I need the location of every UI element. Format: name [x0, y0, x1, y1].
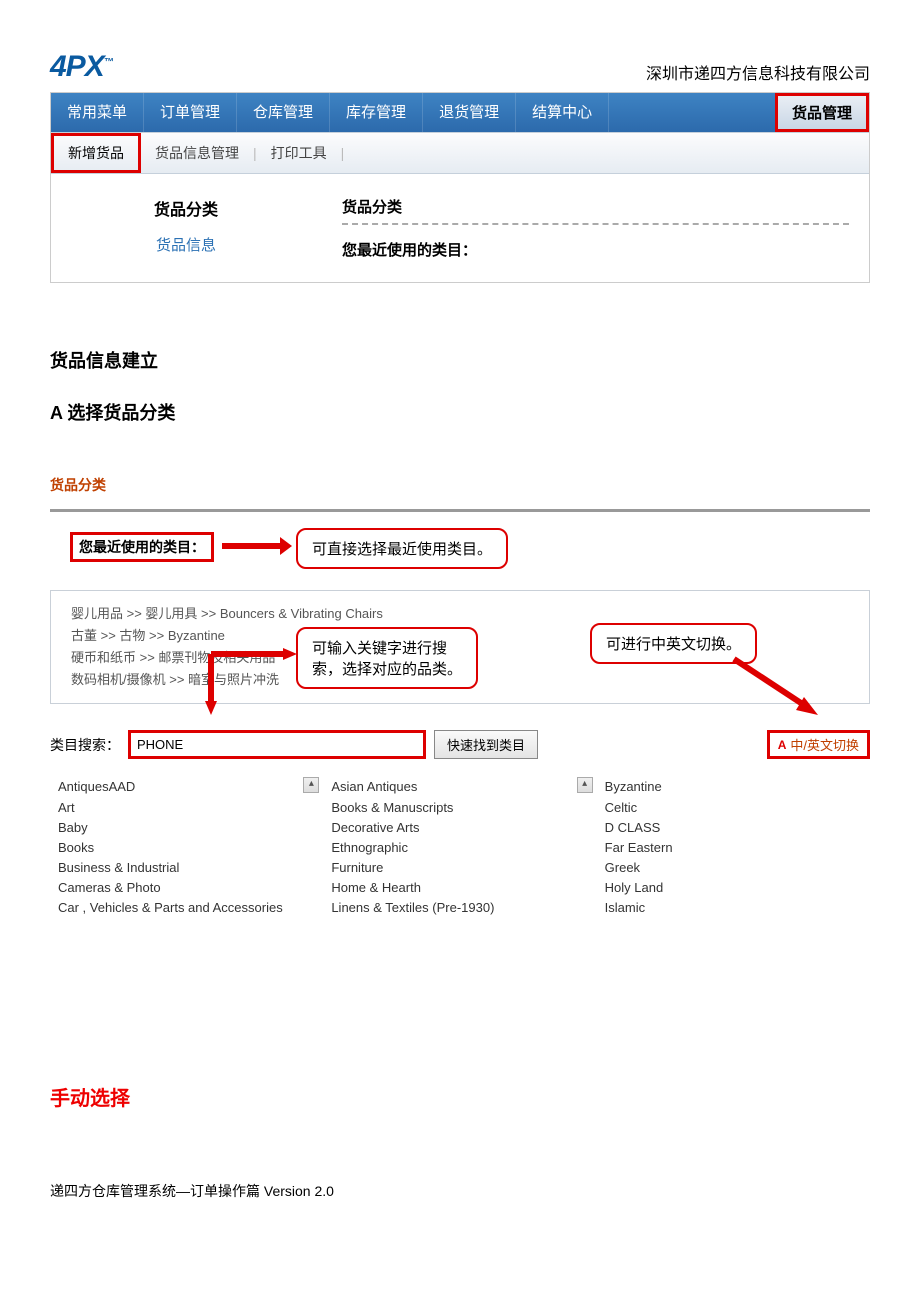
- list-item[interactable]: Linens & Textiles (Pre-1930): [331, 898, 588, 918]
- list-item[interactable]: Home & Hearth: [331, 878, 588, 898]
- list-item[interactable]: Asian Antiques: [331, 777, 588, 797]
- list-item[interactable]: Greek: [605, 858, 862, 878]
- category-panel: 货品分类 您最近使用的类目： 可直接选择最近使用类目。 婴儿用品 >> 婴儿用具…: [50, 475, 870, 922]
- list-item[interactable]: Baby: [58, 818, 315, 838]
- category-columns: ▴ AntiquesAAD Art Baby Books Business & …: [50, 773, 870, 922]
- callout-search: 可输入关键字进行搜 索，选择对应的品类。: [296, 627, 478, 689]
- nav-common[interactable]: 常用菜单: [51, 93, 144, 132]
- category-col-2: ▴ Asian Antiques Books & Manuscripts Dec…: [323, 773, 596, 922]
- company-name: 深圳市递四方信息科技有限公司: [646, 60, 870, 84]
- recent-label: 您最近使用的类目：: [342, 239, 849, 260]
- search-label: 类目搜索：: [50, 735, 120, 755]
- list-item[interactable]: D CLASS: [605, 818, 862, 838]
- section-subtitle: A 选择货品分类: [50, 399, 870, 425]
- list-item[interactable]: Holy Land: [605, 878, 862, 898]
- recent-box: 您最近使用的类目：: [70, 532, 214, 562]
- right-heading: 货品分类: [342, 196, 849, 217]
- list-item[interactable]: 婴儿用品 >> 婴儿用具 >> Bouncers & Vibrating Cha…: [71, 603, 849, 625]
- nav-settle[interactable]: 结算中心: [516, 93, 609, 132]
- nav-inventory[interactable]: 库存管理: [330, 93, 423, 132]
- section-title: 货品信息建立: [50, 347, 870, 373]
- list-item[interactable]: Byzantine: [605, 777, 862, 797]
- category-col-1: ▴ AntiquesAAD Art Baby Books Business & …: [50, 773, 323, 922]
- subnav-info[interactable]: 货品信息管理: [141, 136, 253, 170]
- sub-nav: 新增货品 货品信息管理 | 打印工具 |: [51, 132, 869, 174]
- list-item[interactable]: Car , Vehicles & Parts and Accessories: [58, 898, 315, 918]
- ui-window-1: 常用菜单 订单管理 仓库管理 库存管理 退货管理 结算中心 货品管理 新增货品 …: [50, 92, 870, 283]
- separator: |: [341, 145, 345, 161]
- cat-title: 货品分类: [50, 475, 870, 495]
- main-nav: 常用菜单 订单管理 仓库管理 库存管理 退货管理 结算中心 货品管理: [51, 93, 869, 132]
- list-item[interactable]: Cameras & Photo: [58, 878, 315, 898]
- lang-icon: A: [778, 738, 787, 752]
- subnav-add-goods[interactable]: 新增货品: [51, 133, 141, 173]
- callout-recent: 可直接选择最近使用类目。: [296, 528, 508, 569]
- list-item[interactable]: AntiquesAAD: [58, 777, 315, 797]
- subnav-print[interactable]: 打印工具: [257, 136, 341, 170]
- list-item[interactable]: Celtic: [605, 798, 862, 818]
- list-item[interactable]: Business & Industrial: [58, 858, 315, 878]
- list-item[interactable]: Far Eastern: [605, 838, 862, 858]
- dashed-divider: [342, 223, 849, 225]
- search-input[interactable]: [128, 730, 426, 759]
- left-category[interactable]: 货品分类: [51, 196, 321, 220]
- list-item[interactable]: Islamic: [605, 898, 862, 918]
- list-item[interactable]: Decorative Arts: [331, 818, 588, 838]
- nav-order[interactable]: 订单管理: [144, 93, 237, 132]
- nav-warehouse[interactable]: 仓库管理: [237, 93, 330, 132]
- list-item[interactable]: Furniture: [331, 858, 588, 878]
- nav-goods[interactable]: 货品管理: [775, 93, 869, 132]
- lang-toggle[interactable]: A中/英文切换: [767, 730, 870, 759]
- nav-return[interactable]: 退货管理: [423, 93, 516, 132]
- category-col-3: Byzantine Celtic D CLASS Far Eastern Gre…: [597, 773, 870, 922]
- arrow-icon: [205, 648, 300, 718]
- list-item[interactable]: Art: [58, 798, 315, 818]
- list-item[interactable]: Books & Manuscripts: [331, 798, 588, 818]
- manual-select-heading: 手动选择: [50, 1082, 870, 1111]
- left-info[interactable]: 货品信息: [51, 234, 321, 255]
- page-footer: 递四方仓库管理系统—订单操作篇 Version 2.0: [50, 1181, 870, 1201]
- list-item[interactable]: Books: [58, 838, 315, 858]
- search-button[interactable]: 快速找到类目: [434, 730, 538, 759]
- arrow-icon: [730, 655, 820, 720]
- search-row: 类目搜索： 快速找到类目 A中/英文切换: [50, 730, 870, 759]
- scroll-up-icon[interactable]: ▴: [577, 777, 593, 793]
- logo: 4PX™: [50, 50, 113, 84]
- list-item[interactable]: Ethnographic: [331, 838, 588, 858]
- scroll-up-icon[interactable]: ▴: [303, 777, 319, 793]
